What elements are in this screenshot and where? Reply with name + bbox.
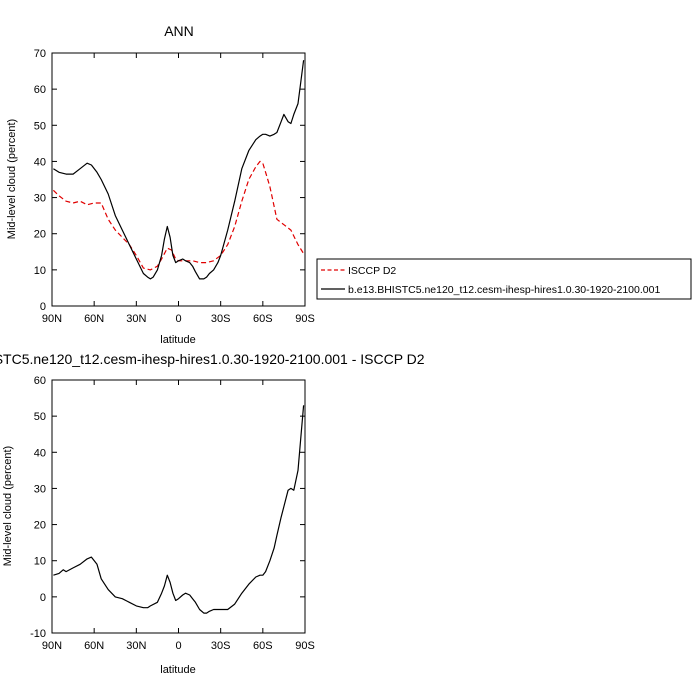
top-series-line-1 (53, 60, 305, 280)
bottom-plot-area: -10 0 10 20 30 40 50 60 90N 60N 30N 0 30S 60S 90S (30, 375, 315, 652)
top-plot-area: 0 10 20 30 40 50 60 70 90N 60N 30N 0 30S 60S 90S (34, 48, 315, 325)
legend-label-isccp: ISCCP D2 (348, 265, 396, 277)
top-x-tick-label: 0 (175, 313, 181, 325)
top-x-tick-label: 90N (42, 313, 62, 325)
top-y-tick-label: 70 (34, 48, 46, 60)
top-y-tick-label: 40 (34, 156, 46, 168)
top-series-line-0 (52, 160, 305, 271)
bottom-y-tick-label: -10 (30, 628, 46, 640)
bottom-x-tick-label: 60N (84, 640, 104, 652)
bottom-y-tick-label: 30 (34, 483, 46, 495)
bottom-y-axis-label: Mid-level cloud (percent) (2, 446, 14, 566)
top-y-tick-label: 50 (34, 120, 46, 132)
top-y-tick-label: 30 (34, 193, 46, 205)
bottom-y-tick-label: 60 (34, 375, 46, 387)
top-x-tick-label: 60S (253, 313, 273, 325)
bottom-plot-frame (51, 379, 306, 634)
bottom-x-axis-label: latitude (160, 664, 195, 676)
top-x-axis-label: latitude (160, 334, 195, 346)
bottom-x-tick-label: 30N (126, 640, 146, 652)
top-plot-frame (51, 52, 306, 307)
bottom-panel: b.e13.BHISTC5.ne120_t12.cesm-ihesp-hires… (0, 351, 425, 676)
bottom-x-tick-label: 0 (175, 640, 181, 652)
bottom-x-tick-label: 60S (253, 640, 273, 652)
legend-label-model: b.e13.BHISTC5.ne120_t12.cesm-ihesp-hires… (348, 284, 660, 296)
top-y-tick-label: 60 (34, 84, 46, 96)
legend-box (316, 258, 692, 300)
bottom-panel-title: b.e13.BHISTC5.ne120_t12.cesm-ihesp-hires… (0, 351, 425, 367)
bottom-x-tick-label: 30S (211, 640, 231, 652)
top-panel-title: ANN (164, 23, 194, 39)
top-x-tick-label: 90S (295, 313, 315, 325)
top-x-tick-label: 30N (126, 313, 146, 325)
top-y-axis-label: Mid-level cloud (percent) (6, 119, 18, 239)
bottom-y-tick-label: 20 (34, 520, 46, 532)
top-x-tick-label: 60N (84, 313, 104, 325)
top-panel: ANN 0 10 20 30 40 50 60 70 90N 60N 30N 0 30S 60S 90S l… (6, 23, 315, 346)
legend: ISCCP D2 b.e13.BHISTC5.ne120_t12.cesm-ih… (316, 258, 692, 300)
bottom-x-tick-label: 90S (295, 640, 315, 652)
bottom-y-tick-label: 10 (34, 556, 46, 568)
bottom-y-tick-label: 40 (34, 447, 46, 459)
top-y-tick-label: 20 (34, 229, 46, 241)
bottom-y-tick-label: 0 (40, 592, 46, 604)
top-y-tick-label: 10 (34, 265, 46, 277)
bottom-x-tick-label: 90N (42, 640, 62, 652)
bottom-y-tick-label: 50 (34, 411, 46, 423)
bottom-series-line-0 (53, 405, 305, 614)
top-x-tick-label: 30S (211, 313, 231, 325)
top-y-tick-label: 0 (40, 301, 46, 313)
